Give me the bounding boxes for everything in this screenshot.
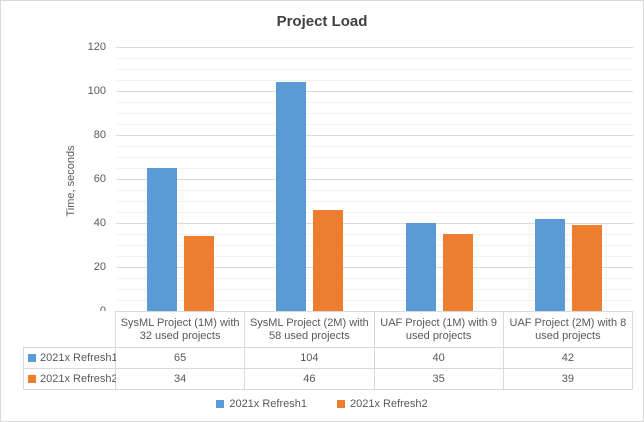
major-gridline bbox=[116, 223, 633, 224]
legend-item: 2021x Refresh2 bbox=[337, 398, 428, 410]
table-value-cell: 35 bbox=[374, 369, 504, 390]
minor-gridline bbox=[116, 245, 633, 246]
major-gridline bbox=[116, 135, 633, 136]
table-series-name: 2021x Refresh1 bbox=[40, 352, 118, 364]
minor-gridline bbox=[116, 212, 633, 213]
minor-gridline bbox=[116, 102, 633, 103]
plot-area bbox=[116, 47, 633, 312]
minor-gridline bbox=[116, 168, 633, 169]
table-value-cell: 46 bbox=[245, 369, 375, 390]
minor-gridline bbox=[116, 190, 633, 191]
minor-gridline bbox=[116, 157, 633, 158]
legend: 2021x Refresh1 2021x Refresh2 bbox=[1, 398, 643, 410]
legend-swatch-icon bbox=[216, 400, 225, 408]
bar-2021x-refresh1-cat3 bbox=[405, 223, 436, 311]
legend-label: 2021x Refresh2 bbox=[350, 398, 428, 410]
bar-2021x-refresh1-cat2 bbox=[276, 82, 307, 311]
table-value-cell: 34 bbox=[116, 369, 246, 390]
minor-gridline bbox=[116, 300, 633, 301]
table-series-label: 2021x Refresh2 bbox=[23, 369, 118, 390]
y-axis-tick-label: 0 bbox=[1, 305, 106, 318]
series-swatch-icon bbox=[28, 375, 36, 383]
y-axis-tick-label: 60 bbox=[93, 172, 106, 185]
legend-swatch-icon bbox=[337, 400, 345, 408]
minor-gridline bbox=[116, 278, 633, 279]
series-swatch-icon bbox=[28, 354, 36, 362]
bar-2021x-refresh2-cat4 bbox=[571, 225, 602, 311]
bar-2021x-refresh2-cat3 bbox=[442, 234, 473, 311]
minor-gridline bbox=[116, 146, 633, 147]
major-gridline bbox=[116, 47, 633, 48]
table-corner-cell bbox=[23, 311, 116, 348]
y-axis-tick-label: 100 bbox=[87, 84, 106, 97]
major-gridline bbox=[116, 179, 633, 180]
y-axis-tick-label: 20 bbox=[93, 260, 106, 273]
bar-2021x-refresh1-cat1 bbox=[147, 168, 178, 311]
minor-gridline bbox=[116, 69, 633, 70]
minor-gridline bbox=[116, 113, 633, 114]
y-axis-tick-label: 120 bbox=[87, 40, 106, 53]
minor-gridline bbox=[116, 289, 633, 290]
minor-gridline bbox=[116, 201, 633, 202]
major-gridline bbox=[116, 91, 633, 92]
legend-label: 2021x Refresh1 bbox=[229, 398, 307, 410]
minor-gridline bbox=[116, 58, 633, 59]
minor-gridline bbox=[116, 234, 633, 235]
table-series-label: 2021x Refresh1 bbox=[23, 348, 118, 369]
legend-item: 2021x Refresh1 bbox=[216, 398, 307, 410]
major-gridline bbox=[116, 267, 633, 268]
y-axis-tick-label: 40 bbox=[93, 216, 106, 229]
table-category-header: UAF Project (2M) with 8 used projects bbox=[503, 311, 633, 348]
data-table: SysML Project (1M) with 32 used projects… bbox=[23, 311, 633, 390]
minor-gridline bbox=[116, 80, 633, 81]
table-value-cell: 65 bbox=[116, 348, 246, 369]
table-value-cell: 39 bbox=[503, 369, 633, 390]
table-category-header: SysML Project (2M) with 58 used projects bbox=[245, 311, 375, 348]
table-value-cell: 40 bbox=[374, 348, 504, 369]
y-axis-tick-label: 80 bbox=[93, 128, 106, 141]
bar-2021x-refresh1-cat4 bbox=[534, 218, 565, 311]
table-series-name: 2021x Refresh2 bbox=[40, 373, 118, 385]
bar-2021x-refresh2-cat2 bbox=[313, 209, 344, 311]
table-category-header: UAF Project (1M) with 9 used projects bbox=[374, 311, 504, 348]
minor-gridline bbox=[116, 256, 633, 257]
table-category-header: SysML Project (1M) with 32 used projects bbox=[116, 311, 246, 348]
table-value-cell: 42 bbox=[503, 348, 633, 369]
chart-title: Project Load bbox=[276, 13, 368, 30]
bar-2021x-refresh2-cat1 bbox=[184, 236, 215, 311]
table-value-cell: 104 bbox=[245, 348, 375, 369]
minor-gridline bbox=[116, 124, 633, 125]
